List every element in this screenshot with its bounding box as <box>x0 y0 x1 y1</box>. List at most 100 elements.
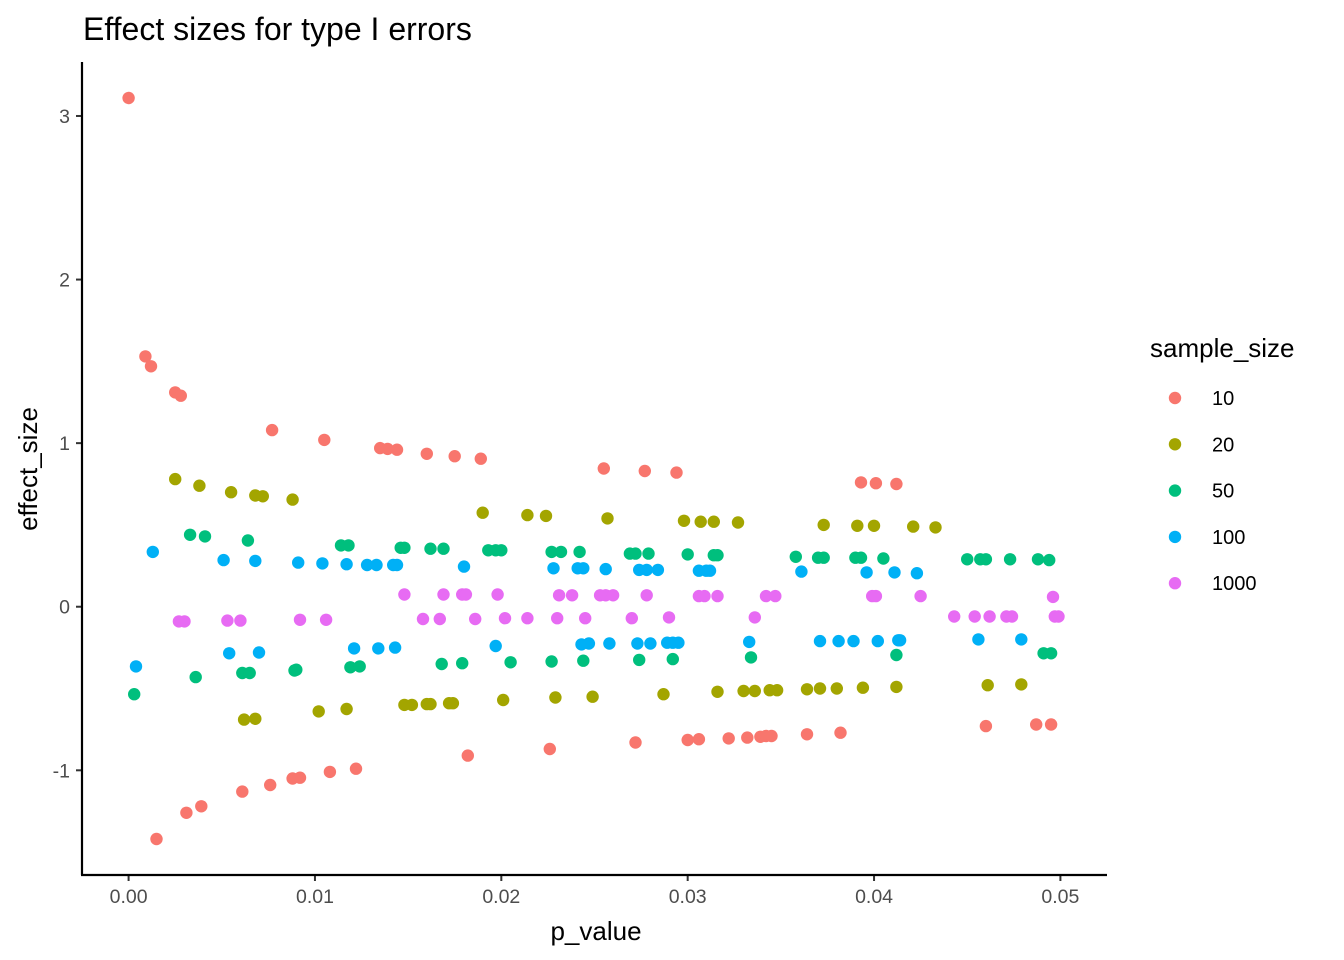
x-tick-label: 0.04 <box>855 886 893 908</box>
data-point-50 <box>398 541 411 554</box>
data-point-20 <box>694 515 707 528</box>
data-point-20 <box>601 512 614 525</box>
data-point-20 <box>539 509 553 523</box>
legend-key-1000 <box>1168 577 1182 590</box>
data-point-20 <box>405 698 419 712</box>
data-point-100 <box>832 634 845 648</box>
data-point-20 <box>549 691 562 704</box>
data-point-1000 <box>1052 610 1065 623</box>
data-point-1000 <box>398 588 411 601</box>
data-point-20 <box>711 685 724 698</box>
data-point-20 <box>813 682 827 695</box>
data-point-100 <box>390 558 404 572</box>
legend-key-50 <box>1168 484 1182 497</box>
data-point-10 <box>293 771 307 784</box>
data-point-10 <box>681 733 694 747</box>
data-point-100 <box>888 566 901 579</box>
data-point-50 <box>573 545 586 559</box>
data-point-100 <box>388 641 402 654</box>
data-point-50 <box>554 545 568 559</box>
data-point-100 <box>347 642 361 655</box>
data-point-50 <box>198 530 212 543</box>
data-point-100 <box>577 562 590 575</box>
data-point-100 <box>599 562 612 576</box>
data-point-20 <box>169 472 182 486</box>
legend-label: 1000 <box>1212 573 1257 595</box>
data-point-1000 <box>606 589 620 602</box>
legend-item-1000: 1000 <box>1168 573 1257 595</box>
data-point-10 <box>834 726 847 739</box>
data-point-1000 <box>579 612 592 625</box>
data-point-10 <box>461 749 474 762</box>
data-point-1000 <box>759 589 773 603</box>
data-point-50 <box>890 648 903 662</box>
x-tick-label: 0.01 <box>296 886 334 908</box>
x-tick-label: 0.05 <box>1041 886 1079 908</box>
data-point-10 <box>670 466 683 479</box>
data-point-1000 <box>221 614 234 627</box>
data-point-10 <box>1044 718 1058 731</box>
data-point-50 <box>189 670 202 684</box>
data-points <box>122 91 1065 846</box>
data-point-100 <box>795 565 808 578</box>
data-point-100 <box>292 556 305 569</box>
data-point-20 <box>224 486 238 499</box>
data-point-1000 <box>416 612 430 626</box>
data-point-20 <box>286 493 299 506</box>
data-point-10 <box>180 806 193 819</box>
data-point-100 <box>489 639 502 653</box>
y-axis-title: effect_size <box>13 407 43 531</box>
data-point-20 <box>731 516 745 529</box>
data-point-100 <box>360 558 374 572</box>
legend-label: 50 <box>1212 481 1234 503</box>
data-point-50 <box>545 655 558 668</box>
x-axis-title: p_value <box>550 916 641 946</box>
data-point-50 <box>711 549 724 562</box>
data-point-10 <box>741 731 754 744</box>
data-point-1000 <box>437 588 450 601</box>
data-point-1000 <box>521 612 534 625</box>
legend-label: 100 <box>1212 527 1245 549</box>
y-axis-ticks: -1 0 1 2 3 <box>53 106 82 782</box>
data-point-100 <box>603 637 616 650</box>
data-point-10 <box>318 433 331 447</box>
data-point-50 <box>577 654 590 667</box>
data-point-20 <box>981 679 994 692</box>
data-point-100 <box>223 647 236 660</box>
y-tick-label: 1 <box>59 433 70 455</box>
legend-key-20 <box>1168 438 1182 451</box>
data-point-50 <box>437 542 450 555</box>
data-point-1000 <box>983 610 996 623</box>
data-point-1000 <box>459 588 473 601</box>
data-point-10 <box>144 360 158 373</box>
data-point-10 <box>195 800 208 813</box>
data-point-1000 <box>234 614 247 627</box>
data-point-50 <box>495 544 508 557</box>
legend: sample_size 10 20 50 100 1000 <box>1150 333 1295 595</box>
data-point-50 <box>666 652 679 666</box>
legend-title: sample_size <box>1150 333 1295 363</box>
data-point-10 <box>800 728 814 741</box>
data-point-10 <box>150 832 163 846</box>
data-point-10 <box>264 778 277 792</box>
data-point-20 <box>497 693 510 707</box>
data-point-100 <box>893 634 907 647</box>
data-point-10 <box>979 719 993 733</box>
x-tick-label: 0.03 <box>669 886 707 908</box>
data-point-20 <box>737 684 750 698</box>
data-point-100 <box>146 545 159 559</box>
data-point-1000 <box>1046 590 1060 604</box>
data-point-1000 <box>1005 610 1019 623</box>
data-point-1000 <box>319 613 333 626</box>
data-point-10 <box>629 736 642 749</box>
data-point-100 <box>640 563 653 577</box>
x-tick-label: 0.02 <box>482 886 520 908</box>
data-point-10 <box>765 729 778 743</box>
data-point-100 <box>457 560 471 573</box>
data-point-10 <box>390 443 404 456</box>
legend-key-100 <box>1168 530 1182 544</box>
data-point-50 <box>1031 553 1045 566</box>
data-point-50 <box>183 528 197 541</box>
data-point-50 <box>545 545 558 559</box>
